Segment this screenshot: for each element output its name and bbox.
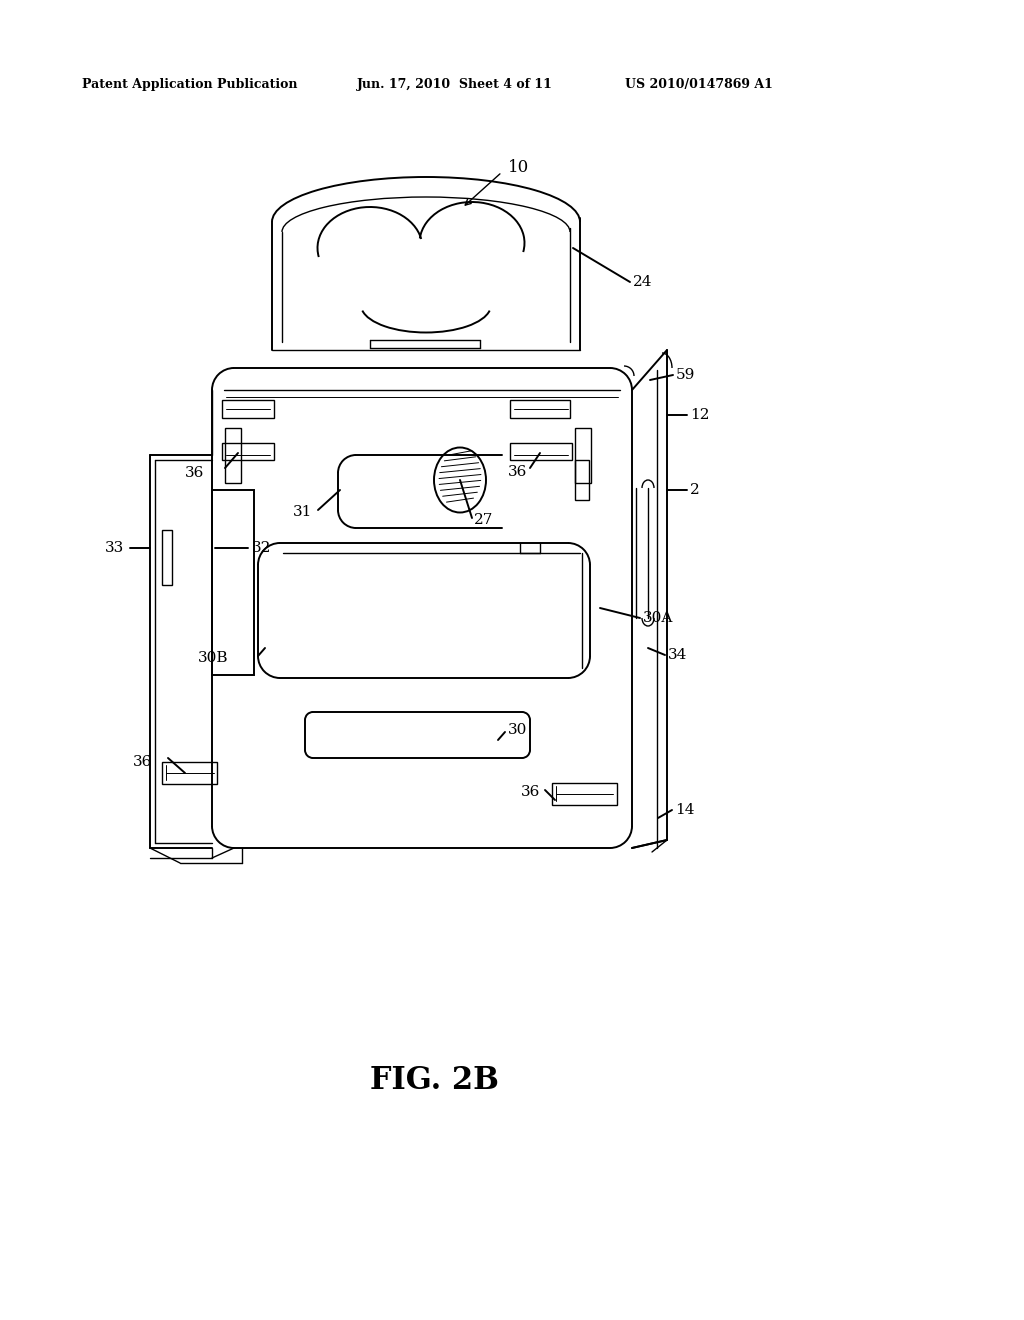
Bar [212,490,254,675]
Text: US 2010/0147869 A1: US 2010/0147869 A1 [625,78,773,91]
Bar [162,762,217,784]
Text: 31: 31 [293,506,312,519]
Bar [222,444,274,459]
Text: 32: 32 [252,541,271,554]
Text: 30A: 30A [643,611,674,624]
Text: 10: 10 [508,160,529,177]
Text: 36: 36 [520,785,540,799]
Bar [225,428,241,483]
Bar [575,428,591,483]
Bar [552,783,617,805]
Bar [162,531,172,585]
Text: 2: 2 [690,483,699,498]
Bar [222,400,274,418]
Text: 34: 34 [668,648,687,663]
Text: 59: 59 [676,368,695,381]
Text: Patent Application Publication: Patent Application Publication [82,78,298,91]
Bar [575,459,589,500]
Bar [510,444,572,459]
Text: FIG. 2B: FIG. 2B [370,1065,499,1096]
Text: 27: 27 [474,513,494,527]
Text: 33: 33 [104,541,124,554]
Text: 30: 30 [508,723,527,737]
Text: 36: 36 [184,466,204,480]
Text: 12: 12 [690,408,710,422]
Bar [510,400,570,418]
Text: Jun. 17, 2010  Sheet 4 of 11: Jun. 17, 2010 Sheet 4 of 11 [357,78,553,91]
Text: 30B: 30B [198,651,228,665]
Text: 36: 36 [133,755,152,770]
Text: 14: 14 [675,803,694,817]
Text: 36: 36 [508,465,527,479]
Text: 24: 24 [633,275,652,289]
